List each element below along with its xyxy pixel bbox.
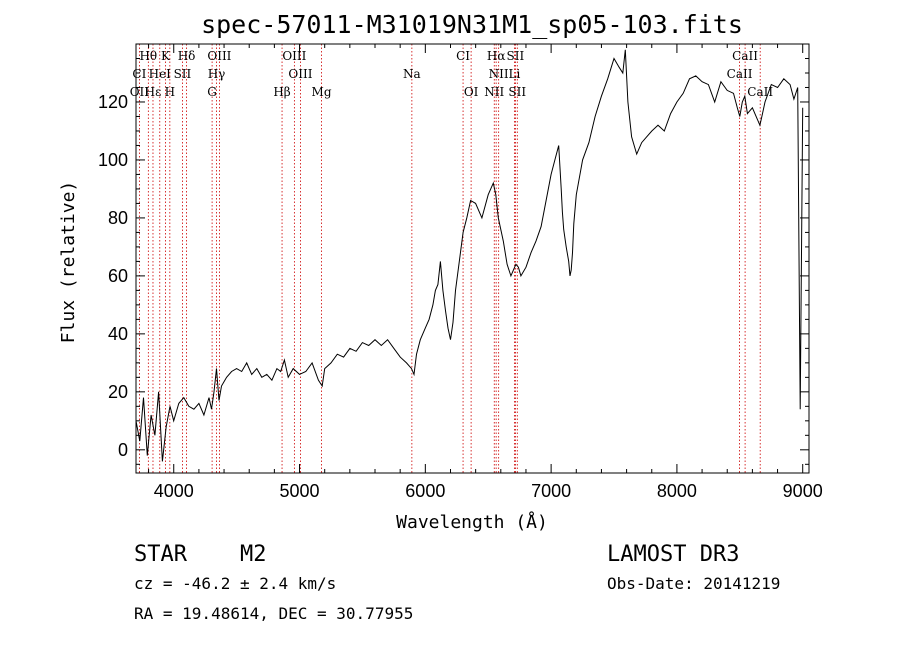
x-axis-ticks: 4000 5000 6000 7000 8000 9000 xyxy=(148,44,823,501)
x-tick-label: 5000 xyxy=(280,481,320,501)
spectrum-line xyxy=(135,49,804,462)
line-label: CaII xyxy=(747,85,773,99)
line-label: OIII xyxy=(282,49,306,63)
line-label: CI xyxy=(456,49,470,63)
chart-title: spec-57011-M31019N31M1_sp05-103.fits xyxy=(201,10,743,39)
y-axis-ticks: 0 20 40 60 80 100 120 xyxy=(98,57,809,465)
object-class: STAR xyxy=(134,542,188,567)
object-subclass: M2 xyxy=(240,542,267,567)
line-label: Hβ xyxy=(273,85,290,99)
coords-text: RA = 19.48614, DEC = 30.77955 xyxy=(134,604,413,623)
line-label: NII xyxy=(484,85,504,99)
survey-name: LAMOST DR3 xyxy=(607,542,739,567)
line-label: G xyxy=(207,85,217,99)
line-label: SII xyxy=(508,85,526,99)
x-tick-label: 9000 xyxy=(783,481,823,501)
obs-date-text: Obs-Date: 20141219 xyxy=(607,574,780,593)
line-label: SII xyxy=(174,67,192,81)
line-label: OI xyxy=(464,85,479,99)
y-tick-label: 80 xyxy=(108,208,128,228)
line-label: Hδ xyxy=(178,49,196,63)
y-tick-label: 0 xyxy=(118,440,128,460)
line-label: CaII xyxy=(732,49,758,63)
line-label: H xyxy=(165,85,175,99)
y-tick-label: 100 xyxy=(98,150,128,170)
x-axis-label: Wavelength (Å) xyxy=(396,511,548,533)
line-label: Na xyxy=(403,67,421,81)
y-tick-label: 20 xyxy=(108,382,128,402)
y-tick-label: 60 xyxy=(108,266,128,286)
spectral-marker-lines xyxy=(138,44,761,473)
line-label: CI xyxy=(132,67,146,81)
x-tick-label: 8000 xyxy=(657,481,697,501)
y-axis-label: Flux (relative) xyxy=(58,181,79,344)
x-tick-label: 4000 xyxy=(154,481,194,501)
line-label: Hθ xyxy=(139,49,157,63)
line-label: Hγ xyxy=(208,67,226,81)
line-label: SII xyxy=(507,49,525,63)
x-tick-label: 6000 xyxy=(405,481,445,501)
x-tick-label: 7000 xyxy=(531,481,571,501)
y-tick-label: 40 xyxy=(108,324,128,344)
line-label: K xyxy=(161,49,171,63)
line-label: HeI xyxy=(149,67,172,81)
redshift-text: cz = -46.2 ± 2.4 km/s xyxy=(134,574,336,593)
line-label: Mg xyxy=(312,85,332,99)
plot-frame xyxy=(135,43,810,474)
y-tick-label: 120 xyxy=(98,92,128,112)
line-label: CaII xyxy=(727,67,753,81)
line-label: Hε xyxy=(145,85,162,99)
line-label: OII xyxy=(130,85,150,99)
line-label: OIII xyxy=(207,49,231,63)
line-label: NII xyxy=(489,67,509,81)
line-label: Hα xyxy=(487,49,506,63)
line-label: OIII xyxy=(288,67,312,81)
line-label: Li xyxy=(508,67,520,81)
